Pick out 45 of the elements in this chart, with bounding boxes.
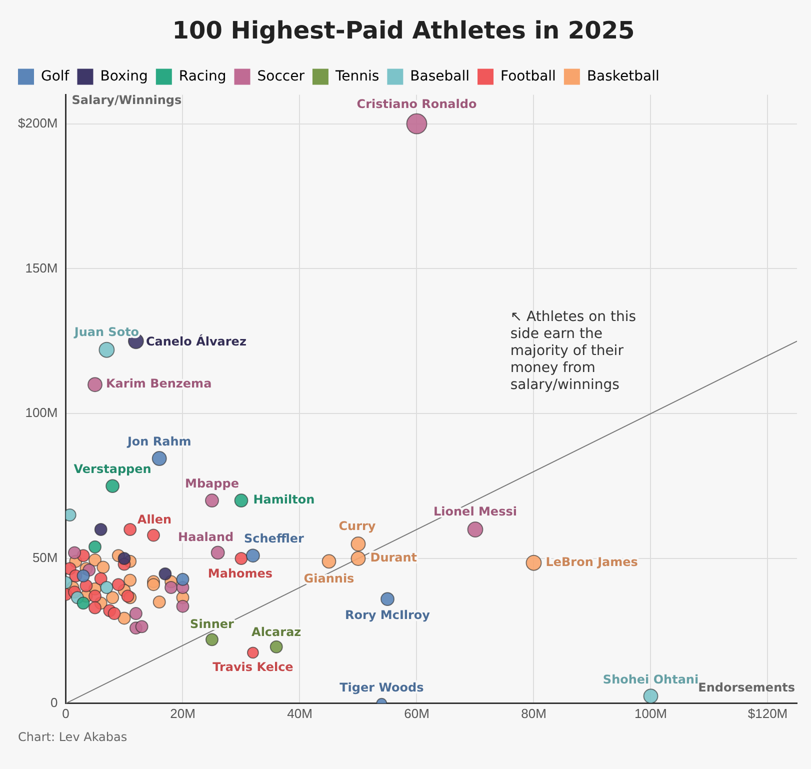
chart-title: 100 Highest-Paid Athletes in 2025 bbox=[172, 16, 635, 45]
annotation: Mahomes bbox=[208, 566, 273, 581]
x-tick-label: 0 bbox=[62, 706, 70, 721]
annotation: Juan Soto bbox=[73, 324, 140, 339]
legend-label: Golf bbox=[41, 68, 70, 84]
annotation: Cristiano Ronaldo bbox=[356, 96, 477, 111]
annotation: Karim Benzema bbox=[106, 376, 212, 391]
annotation: LeBron James bbox=[546, 554, 638, 569]
y-tick-label: 150M bbox=[25, 260, 58, 276]
y-tick-label: 0 bbox=[50, 694, 58, 710]
x-tick-label: 40M bbox=[287, 706, 312, 721]
y-tick-label: 100M bbox=[25, 405, 58, 420]
legend-label: Soccer bbox=[257, 68, 305, 84]
annotation: Shohei Ohtani bbox=[602, 672, 699, 686]
annotation: Mbappe bbox=[185, 476, 239, 491]
annotation: Scheffler bbox=[244, 532, 304, 546]
annotation: Rory McIlroy bbox=[344, 608, 430, 622]
legend-label: Tennis bbox=[334, 68, 380, 84]
text: Chart: Lev Akabas bbox=[18, 730, 128, 744]
annotation: Curry bbox=[338, 519, 376, 534]
legend-label: Baseball bbox=[410, 68, 470, 84]
annotation: Jon Rahm bbox=[126, 434, 192, 449]
legend-label: Basketball bbox=[586, 68, 660, 84]
y-tick-label: $200M bbox=[18, 115, 58, 130]
x-tick-label: 60M bbox=[404, 706, 430, 721]
annotation: Travis Kelce bbox=[212, 660, 294, 674]
annotation: Alcaraz bbox=[252, 625, 302, 640]
annotation: Allen bbox=[137, 512, 172, 526]
x-tick-label: $120M bbox=[748, 706, 788, 721]
legend-label: Racing bbox=[178, 68, 226, 84]
legend-label: Football bbox=[500, 68, 556, 84]
x-tick-label: 20M bbox=[170, 706, 196, 721]
y-axis-title: Salary/Winnings bbox=[72, 92, 182, 107]
annotation: Haaland bbox=[178, 530, 234, 544]
x-tick-label: 100M bbox=[634, 706, 668, 721]
annotation: Hamilton bbox=[253, 492, 315, 507]
y-tick-label: 50M bbox=[32, 550, 58, 566]
x-axis-title: Endorsements bbox=[698, 680, 795, 695]
annotation: ↖ Athletes on this side earn the majority of their money from salary/winnings bbox=[510, 309, 638, 394]
annotation: Durant bbox=[370, 550, 418, 565]
annotation: Tiger Woods bbox=[340, 680, 424, 695]
annotation: Canelo Álvarez bbox=[146, 333, 246, 348]
annotation: Verstappen bbox=[74, 462, 152, 476]
x-tick-label: 80M bbox=[521, 706, 546, 721]
legend-label: Boxing bbox=[100, 68, 148, 84]
